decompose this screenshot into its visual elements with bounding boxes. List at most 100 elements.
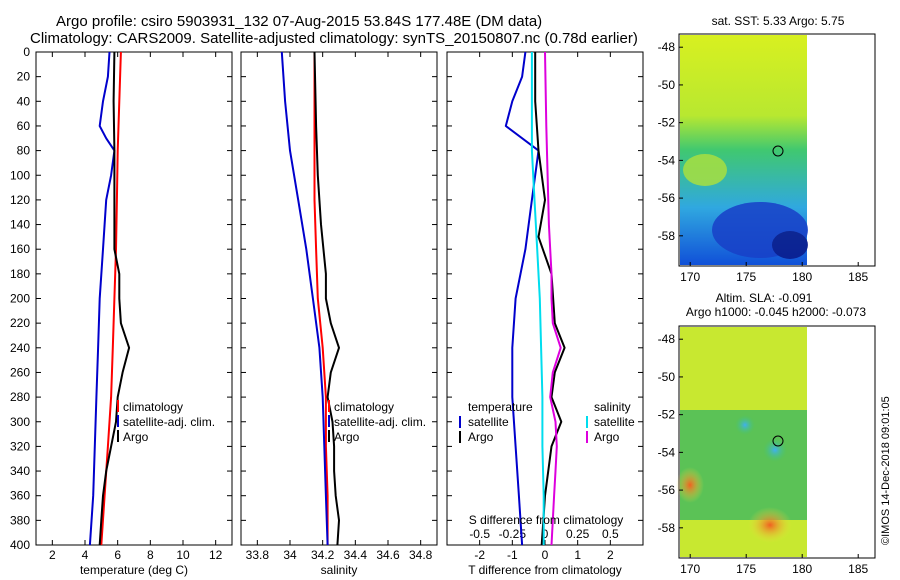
legend-sal-argo-label: Argo	[594, 430, 620, 444]
depth-tick-label: 60	[17, 119, 31, 133]
sla-argo-marker	[772, 435, 784, 447]
temperature-plot-frame	[35, 51, 233, 546]
temperature-panel: 0 20 40 60 80 100 120 140 160 180 200 220 240 260 280 3…	[10, 45, 233, 577]
depth-tick-label: 180	[10, 267, 30, 281]
depth-tick-label: 340	[10, 464, 30, 478]
x-tick-label: 6	[114, 548, 121, 562]
temperature-lines	[88, 51, 131, 546]
map-lon-label: 180	[792, 562, 812, 576]
depth-tick-label: 0	[23, 45, 30, 59]
x-tick-label: 8	[147, 548, 154, 562]
map-lat-label: -50	[658, 370, 676, 384]
legend-temp-satellite-swatch	[459, 416, 461, 428]
x-tick-label: 34	[283, 548, 297, 562]
legend-argo-label: Argo	[123, 430, 149, 444]
top-x-tick-label: -0.25	[499, 527, 527, 541]
salinity-diff-legend: salinity satellite Argo	[586, 400, 635, 444]
x-tick-label: 34.2	[311, 548, 335, 562]
x-tick-label: 34.8	[409, 548, 433, 562]
map-lat-label: -52	[658, 116, 676, 130]
legend-climatology-swatch	[328, 400, 330, 412]
top-x-tick-label: -0.5	[469, 527, 490, 541]
x-tick-label: 2	[607, 548, 614, 562]
salinity-xlabel: salinity	[321, 563, 358, 577]
depth-tick-label: 120	[10, 193, 30, 207]
salinity-ticks: 33.8 34 34.2 34.4 34.6 34.8	[241, 51, 437, 562]
depth-tick-label: 320	[10, 439, 30, 453]
imos-credit: ©IMOS 14-Dec-2018 09:01:05	[880, 396, 892, 545]
legend-sal-satellite-label: satellite	[594, 415, 635, 429]
temperature-diff-legend: temperature satellite Argo	[459, 400, 533, 444]
legend-temp-satellite-label: satellite	[468, 415, 509, 429]
legend-temp-argo-swatch	[459, 431, 461, 443]
depth-tick-label: 140	[10, 218, 30, 232]
legend-climatology-swatch	[117, 400, 119, 412]
depth-tick-label: 200	[10, 292, 30, 306]
figure-title-line1: Argo profile: csiro 5903931_132 07-Aug-2…	[56, 13, 542, 30]
map-lat-label: -54	[658, 153, 676, 167]
x-tick-label: 34.4	[344, 548, 368, 562]
map-lon-label: 185	[848, 562, 868, 576]
series-line-salinity-satellite	[530, 52, 545, 545]
salinity-lines	[280, 51, 340, 546]
sla-low-north	[735, 415, 755, 435]
temperature-ticks: 0 20 40 60 80 100 120 140 160 180 200 220 240 260 280 3…	[10, 45, 232, 562]
map-lat-label: -56	[658, 191, 676, 205]
figure-title-line2: Climatology: CARS2009. Satellite-adjuste…	[30, 30, 638, 47]
difference-top-xlabel: S difference from climatology	[469, 513, 624, 527]
map-lat-label: -48	[658, 40, 676, 54]
depth-tick-label: 260	[10, 365, 30, 379]
sla-map-subtitle: Argo h1000: -0.045 h2000: -0.073	[686, 305, 866, 319]
series-line-satellite-adj-clim-	[280, 51, 329, 546]
legend-argo-swatch	[117, 430, 119, 442]
sla-low-center	[763, 438, 787, 462]
difference-panel: -2 -1 0 1 2 -0.5 -0.25 0 0.25 0.5 T difference fr…	[446, 51, 644, 577]
difference-plot-frame	[446, 51, 644, 546]
sst-map-panel: sat. SST: 5.33 Argo: 5.75 -48 -50 -52 -54 -5…	[658, 14, 876, 284]
depth-tick-label: 80	[17, 144, 31, 158]
legend-satellite-label: satellite-adj. clim.	[123, 415, 215, 429]
top-x-tick-label: 0.25	[566, 527, 590, 541]
top-x-tick-label: 0	[542, 527, 549, 541]
sla-map-title: Altim. SLA: -0.091	[716, 291, 813, 305]
legend-argo-label: Argo	[334, 430, 360, 444]
legend-climatology-label: climatology	[123, 400, 183, 414]
map-lat-label: -58	[658, 521, 676, 535]
map-lon-label: 170	[680, 270, 700, 284]
legend-argo-swatch	[328, 430, 330, 442]
map-lon-label: 175	[736, 270, 756, 284]
difference-ticks: -2 -1 0 1 2 -0.5 -0.25 0 0.25 0.5	[447, 51, 643, 562]
salinity-plot-frame	[240, 51, 438, 546]
sst-argo-marker	[772, 145, 784, 157]
series-line-salinity-argo	[544, 51, 562, 546]
legend-temperature-title: temperature	[468, 400, 533, 414]
sst-map-blobs	[683, 154, 808, 259]
depth-tick-label: 100	[10, 168, 30, 182]
x-tick-label: 2	[49, 548, 56, 562]
sst-map-ticks: -48 -50 -52 -54 -56 -58 170 175 180 185	[658, 40, 869, 284]
salinity-panel: 33.8 34 34.2 34.4 34.6 34.8 salinity climatol…	[240, 51, 438, 577]
x-tick-label: 1	[574, 548, 581, 562]
legend-climatology-label: climatology	[334, 400, 394, 414]
legend-sal-argo-swatch	[586, 431, 588, 443]
series-line-temperature-satellite	[504, 51, 540, 546]
sla-high-south	[748, 507, 792, 543]
sst-cold-core	[772, 231, 808, 259]
depth-tick-label: 40	[17, 94, 31, 108]
legend-sal-satellite-swatch	[586, 416, 588, 428]
x-tick-label: 34.6	[376, 548, 400, 562]
depth-tick-label: 380	[10, 513, 30, 527]
sla-map-panel: Altim. SLA: -0.091 Argo h1000: -0.045 h2…	[658, 291, 876, 576]
x-tick-label: -1	[507, 548, 518, 562]
difference-lines	[504, 51, 566, 546]
series-line-argo	[98, 51, 131, 546]
map-lat-label: -56	[658, 483, 676, 497]
depth-tick-label: 400	[10, 538, 30, 552]
legend-satellite-swatch	[117, 415, 119, 427]
map-lon-label: 170	[680, 562, 700, 576]
map-lat-label: -52	[658, 408, 676, 422]
legend-temp-argo-label: Argo	[468, 430, 494, 444]
salinity-legend: climatology satellite-adj. clim. Argo	[328, 400, 426, 444]
depth-tick-label: 300	[10, 415, 30, 429]
